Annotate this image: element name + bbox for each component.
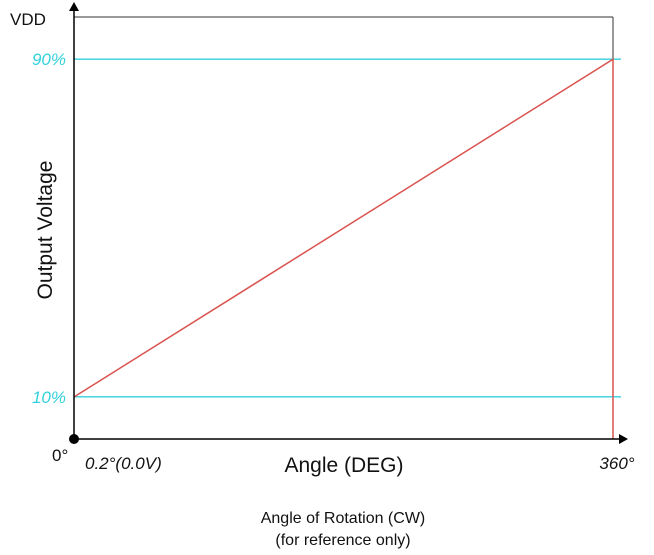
caption-line-1: (for reference only) — [275, 532, 410, 549]
y-axis-label: Output Voltage — [34, 161, 57, 300]
y-axis-arrow — [69, 2, 79, 11]
x-tick-label-0: 0.2°(0.0V) — [85, 454, 162, 473]
reference-lines: 90% 10% — [32, 50, 621, 407]
series-line — [73, 57, 614, 439]
axes — [69, 2, 628, 444]
origin-dot — [69, 434, 79, 444]
x-axis-arrow — [619, 434, 628, 444]
x-tick-label-1: 360° — [599, 454, 634, 473]
reference-label-10: 10% — [32, 388, 66, 407]
series-group — [73, 57, 614, 440]
reference-label-90: 90% — [32, 50, 66, 69]
x-axis-label: Angle (DEG) — [284, 454, 403, 477]
chart-labels: VDD Output Voltage 0° 0.2°(0.0V) 360° Angle (… — [10, 10, 635, 549]
y-axis-top-label: VDD — [10, 10, 46, 29]
caption-line-0: Angle of Rotation (CW) — [261, 510, 426, 527]
origin-label: 0° — [52, 446, 68, 465]
